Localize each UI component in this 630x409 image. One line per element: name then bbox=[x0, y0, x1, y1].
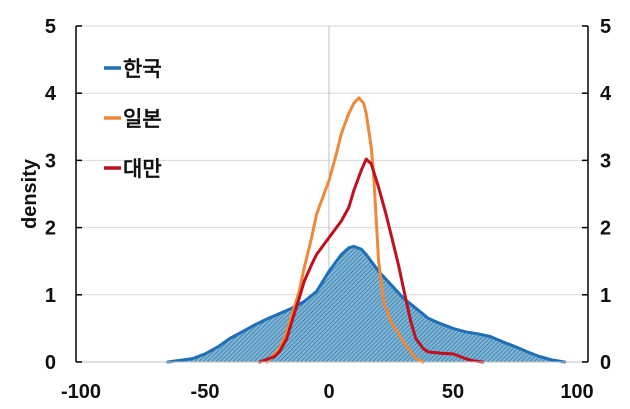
y2-tick-label: 0 bbox=[600, 352, 611, 374]
japan-line bbox=[265, 96, 425, 364]
y-axis-left-ticks: 0 1 2 3 4 5 bbox=[45, 16, 57, 374]
x-axis-ticks: -100 -50 0 50 100 bbox=[61, 381, 594, 403]
y-axis-label: density bbox=[19, 158, 41, 229]
gridlines bbox=[76, 25, 588, 296]
x-tick-label: -100 bbox=[61, 381, 101, 403]
y-tick-label: 3 bbox=[45, 150, 56, 172]
y-tick-label: 4 bbox=[45, 83, 57, 105]
x-tick-label: 100 bbox=[560, 381, 593, 403]
y-tick-label: 2 bbox=[45, 218, 56, 240]
korea-fill-area bbox=[167, 246, 565, 362]
y-tick-label: 0 bbox=[45, 352, 56, 374]
y2-tick-label: 4 bbox=[600, 83, 612, 105]
y-axis-right-ticks: 0 1 2 3 4 5 bbox=[600, 16, 612, 374]
legend-label: 대만 bbox=[123, 157, 162, 181]
y2-tick-label: 1 bbox=[600, 285, 611, 307]
y2-tick-label: 2 bbox=[600, 218, 611, 240]
y2-tick-label: 5 bbox=[600, 16, 611, 38]
y2-tick-label: 3 bbox=[600, 150, 611, 172]
legend-label: 일본 bbox=[123, 107, 162, 131]
axes bbox=[75, 25, 589, 363]
korea-line bbox=[166, 244, 567, 364]
taiwan-line bbox=[258, 157, 485, 364]
korea-area-fill bbox=[167, 246, 565, 362]
y-tick-label: 5 bbox=[45, 16, 56, 38]
x-tick-label: -50 bbox=[191, 381, 220, 403]
x-tick-label: 50 bbox=[442, 381, 464, 403]
y-tick-label: 1 bbox=[45, 285, 56, 307]
legend-label: 한국 bbox=[123, 57, 162, 81]
x-tick-label: 0 bbox=[323, 381, 334, 403]
series-lines bbox=[166, 96, 567, 364]
